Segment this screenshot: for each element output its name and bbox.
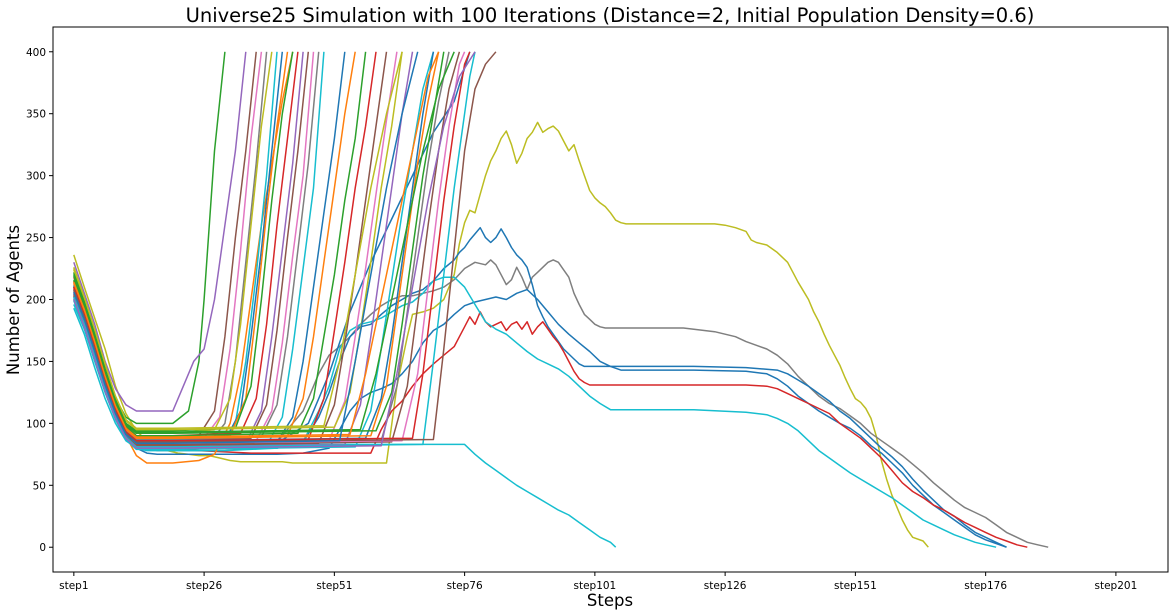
series-line-1 — [73, 121, 929, 548]
series-line-48 — [73, 51, 403, 430]
x-axis-label: Steps — [587, 591, 633, 610]
series-lines — [73, 51, 1049, 548]
x-tick-label: step1 — [59, 580, 88, 592]
chart-title: Universe25 Simulation with 100 Iteration… — [186, 4, 1035, 27]
x-axis-ticks: step1 step26 step51 step76 step101 step126 ste… — [59, 572, 1137, 592]
series-line-3 — [73, 226, 1007, 548]
plot-frame — [52, 26, 1169, 573]
y-tick-label: 50 — [33, 480, 46, 492]
series-line-45 — [73, 51, 455, 433]
y-tick-label: 400 — [26, 47, 46, 59]
x-tick-label: step101 — [573, 580, 616, 592]
x-tick-label: step51 — [316, 580, 352, 592]
y-tick-label: 100 — [26, 418, 46, 430]
series-line-42 — [73, 51, 476, 448]
series-line-47 — [73, 51, 419, 444]
series-line-7 — [73, 276, 997, 548]
y-axis-ticks: 0 50 100 150 200 250 300 350 400 — [26, 47, 53, 554]
series-line-2 — [73, 259, 1049, 548]
y-tick-label: 300 — [26, 171, 46, 183]
series-line-44 — [73, 51, 476, 449]
x-tick-label: step176 — [964, 580, 1007, 592]
series-line-31 — [73, 51, 398, 444]
y-tick-label: 150 — [26, 356, 46, 368]
y-tick-label: 0 — [39, 542, 46, 554]
series-line-11 — [73, 51, 247, 412]
x-tick-label: step26 — [186, 580, 222, 592]
series-line-30 — [73, 51, 388, 447]
y-tick-label: 250 — [26, 233, 46, 245]
y-axis-label: Number of Agents — [4, 225, 23, 375]
series-line-46 — [73, 51, 440, 438]
series-line-35 — [73, 51, 435, 442]
y-tick-label: 200 — [26, 295, 46, 307]
x-tick-label: step151 — [834, 580, 877, 592]
x-tick-label: step76 — [447, 580, 483, 592]
x-tick-label: step201 — [1095, 580, 1138, 592]
series-line-5 — [73, 286, 1028, 548]
y-tick-label: 350 — [26, 109, 46, 121]
x-tick-label: step126 — [704, 580, 747, 592]
series-line-4 — [73, 288, 1007, 548]
